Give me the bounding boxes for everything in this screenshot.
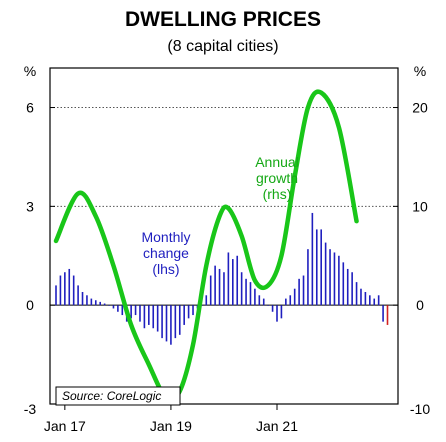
monthly-change-label: (lhs) [152,261,179,277]
monthly-change-bar [232,259,234,306]
right-axis-unit: % [414,63,426,79]
source-box [55,386,181,406]
monthly-change-bar [369,295,371,306]
monthly-change-bar [165,305,168,342]
monthly-change-bar [324,242,327,306]
left-axis-tick-label: 3 [26,198,34,214]
monthly-change-bar [55,285,57,306]
annual-growth-label: (rhs) [263,186,292,202]
monthly-change-bar [240,272,243,306]
monthly-change-bar [170,305,172,345]
monthly-change-bar [360,288,362,306]
right-axis-tick-label: 20 [412,100,428,116]
monthly-change-bar [103,303,106,306]
plot-frame [49,67,399,405]
monthly-change-bar [174,305,177,339]
annual-growth-label: growth [256,170,298,186]
monthly-change-bar [121,305,124,316]
right-axis-tick-label: 0 [416,297,424,313]
monthly-change-bar [192,305,194,316]
left-axis-tick-label: 6 [26,100,34,116]
monthly-change-bar [342,262,345,306]
monthly-change-bar [289,295,292,306]
monthly-change-bar [178,305,181,335]
source-note: Source: CoreLogic [62,389,161,403]
right-axis-tick-label: -10 [410,401,430,417]
monthly-change-bar [152,305,155,329]
monthly-change-bar [307,249,309,306]
monthly-change-bar [218,268,221,306]
monthly-change-bar [338,255,340,306]
monthly-change-bar [293,288,296,306]
monthly-change-bar [130,305,132,319]
monthly-change-bar [99,301,101,306]
monthly-change-bar [139,305,141,322]
monthly-change-bar [209,275,212,306]
monthly-change-bar [267,305,269,306]
monthly-change-bar [329,249,331,306]
annual-growth-label: Annual [255,154,299,170]
monthly-change-bar [249,282,252,306]
monthly-change-bar [333,252,336,306]
monthly-change-bar [298,278,300,306]
monthly-change-bar [134,305,137,316]
monthly-change-bar [271,305,274,312]
right-axis-tick-label: 10 [412,198,428,214]
monthly-change-bar [320,229,322,306]
monthly-change-bar [81,292,84,306]
monthly-change-bar [59,275,62,306]
monthly-change-bar [94,300,97,306]
monthly-change-bar [86,295,88,306]
monthly-change-bar [285,298,287,306]
monthly-change-bar [187,305,190,319]
monthly-change-bar [72,275,75,306]
monthly-change-bar [254,288,256,306]
monthly-change-bar [276,305,278,322]
left-axis-tick-label: 0 [26,297,34,313]
monthly-change-label: change [143,245,189,261]
monthly-change-bar [77,285,79,306]
monthly-change-bar [214,265,216,306]
left-axis-unit: % [24,63,36,79]
monthly-change-bar [90,298,93,306]
monthly-change-bar [280,305,283,319]
monthly-change-bar [148,305,150,325]
annual-growth-line [53,89,359,404]
x-axis-tick-label: Jan 19 [150,418,192,434]
monthly-change-bar [156,305,159,332]
x-axis-tick-label: Jan 21 [256,418,298,434]
monthly-change-bar [302,275,305,306]
monthly-change-bar [161,305,163,339]
monthly-change-bar [117,305,119,312]
monthly-change-bar [236,255,239,306]
monthly-change-bar [227,252,230,306]
monthly-change-bar [68,268,71,306]
monthly-change-bar [112,305,115,309]
monthly-change-bar [64,272,66,306]
monthly-change-bar [386,305,389,325]
monthly-change-bar [258,295,261,306]
monthly-change-bar [143,305,146,329]
monthly-change-bar [377,295,380,306]
chart-title: DWELLING PRICES [124,8,321,31]
monthly-change-bar [245,278,247,306]
x-axis-tick-label: Jan 17 [44,418,86,434]
monthly-change-bar [205,295,208,306]
monthly-change-bar [351,272,353,306]
monthly-change-bar [364,292,367,306]
monthly-change-bar [262,298,265,306]
monthly-change-bar [108,305,110,306]
monthly-change-bar [315,229,318,306]
left-axis-tick-label: -3 [24,401,37,417]
monthly-change-bar [346,268,349,306]
monthly-change-bar [311,212,314,306]
monthly-change-bar [355,282,358,306]
monthly-change-bar [183,305,185,325]
monthly-change-bar [373,298,376,306]
monthly-change-label: Monthly [141,229,190,245]
chart-subtitle: (8 capital cities) [167,38,279,55]
monthly-change-bar [382,305,384,322]
monthly-change-bar [223,272,225,306]
